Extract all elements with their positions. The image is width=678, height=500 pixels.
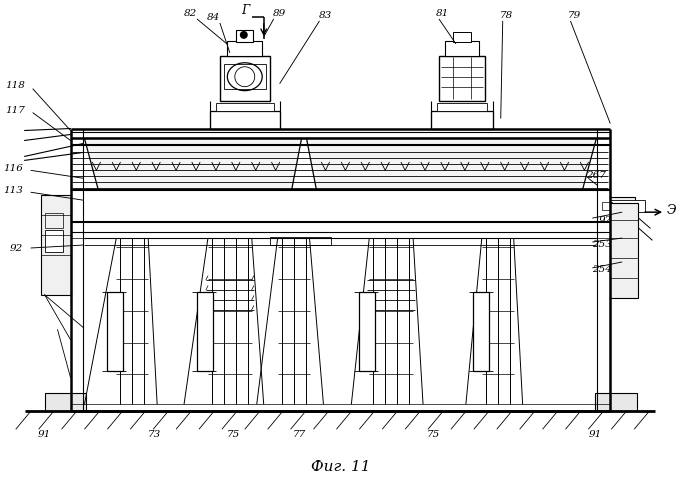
Text: 92: 92	[599, 216, 612, 224]
Text: 254: 254	[593, 266, 612, 274]
Text: Э: Э	[667, 204, 677, 216]
Bar	[445, 41, 479, 56]
Text: 75: 75	[227, 430, 241, 438]
Text: 253: 253	[593, 240, 612, 248]
Bar	[439, 56, 485, 100]
Polygon shape	[85, 138, 302, 190]
Text: 91: 91	[589, 430, 602, 438]
Bar	[610, 200, 645, 212]
Text: 75: 75	[426, 430, 439, 438]
Bar	[437, 102, 487, 110]
Bar	[473, 292, 489, 372]
Bar	[45, 394, 86, 411]
Bar	[595, 394, 637, 411]
Text: 89: 89	[273, 10, 286, 18]
Bar	[270, 237, 332, 245]
Bar	[220, 56, 270, 100]
Text: 81: 81	[437, 10, 450, 18]
Text: 83: 83	[319, 12, 332, 20]
Circle shape	[240, 31, 247, 39]
Text: 92: 92	[9, 244, 22, 252]
Text: 77: 77	[293, 430, 306, 438]
Text: 79: 79	[567, 12, 581, 20]
Bar	[610, 203, 638, 298]
Text: 82: 82	[183, 10, 197, 18]
Bar	[431, 110, 493, 128]
Text: 267: 267	[586, 171, 606, 180]
Text: 116: 116	[3, 164, 22, 173]
Text: 91: 91	[38, 430, 52, 438]
Bar	[610, 197, 635, 222]
Text: Фиг. 11: Фиг. 11	[311, 460, 370, 474]
Bar	[453, 32, 471, 42]
Bar	[224, 64, 266, 88]
Text: Г: Г	[241, 4, 250, 18]
Bar	[45, 213, 62, 228]
Bar	[210, 110, 279, 128]
Bar	[41, 195, 71, 295]
Bar	[45, 230, 62, 252]
Text: 117: 117	[5, 106, 24, 115]
Text: 84: 84	[207, 14, 220, 22]
Text: 118: 118	[5, 81, 24, 90]
Text: 113: 113	[3, 186, 22, 194]
Bar	[602, 202, 612, 210]
Bar	[227, 41, 262, 56]
Text: 73: 73	[148, 430, 161, 438]
Bar	[236, 30, 253, 42]
Text: 78: 78	[500, 12, 513, 20]
Polygon shape	[306, 138, 597, 190]
Bar	[107, 292, 123, 372]
Bar	[197, 292, 213, 372]
Bar	[359, 292, 375, 372]
Bar	[216, 102, 274, 110]
